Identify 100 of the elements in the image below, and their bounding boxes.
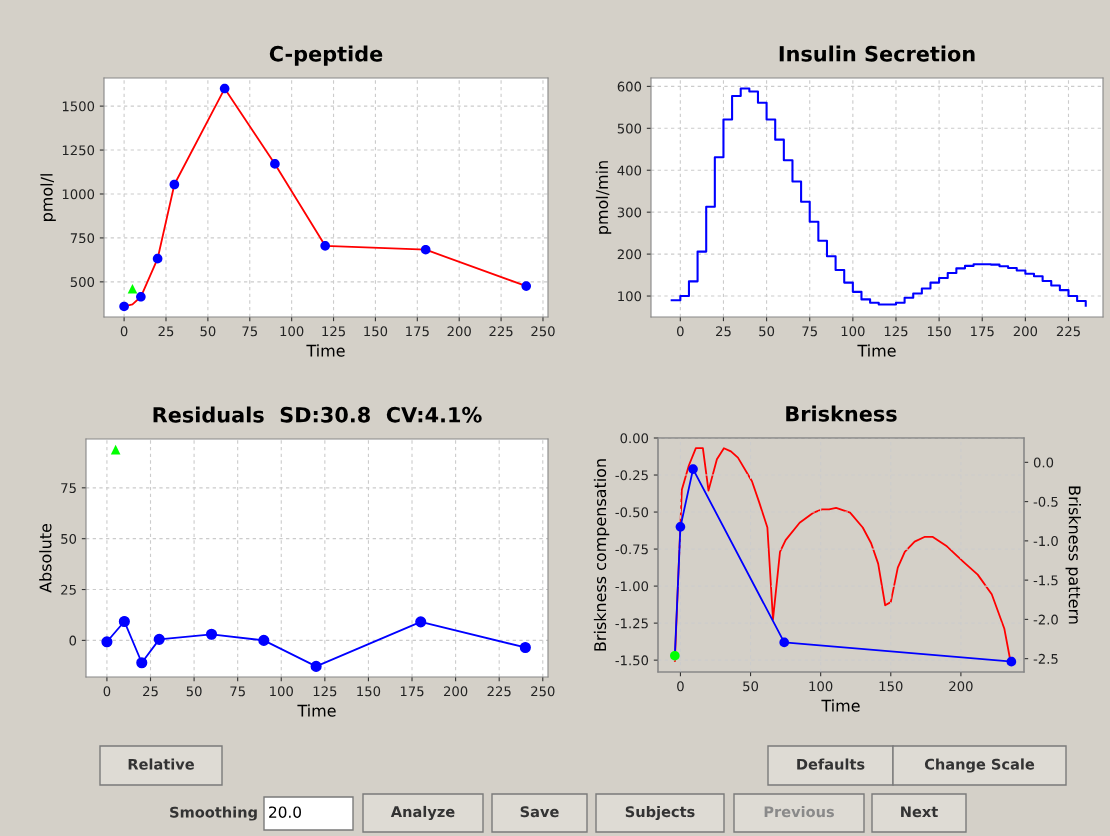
y-tick-label: -0.50 — [615, 507, 649, 518]
point — [521, 281, 532, 291]
y-tick-label: 750 — [70, 233, 95, 244]
point — [205, 628, 218, 640]
point — [127, 283, 138, 294]
y-tick-label: -1.25 — [615, 618, 648, 629]
x-tick-label: 225 — [489, 326, 513, 337]
x-tick-label: 100 — [809, 681, 833, 692]
x-tick-label: 250 — [531, 686, 555, 697]
point — [1006, 656, 1017, 667]
x-axis-title: Time — [306, 344, 345, 357]
point — [152, 253, 163, 264]
x-tick-label: 50 — [743, 681, 759, 692]
point — [688, 464, 698, 474]
x-tick-label: 150 — [927, 326, 951, 337]
x-tick-label: 0 — [120, 326, 128, 337]
x-tick-label: 0 — [103, 686, 111, 697]
x-tick-label: 75 — [242, 326, 258, 337]
point — [136, 291, 146, 302]
y-tick-label: 25 — [61, 584, 76, 595]
point — [118, 615, 130, 628]
x-tick-label: 75 — [230, 686, 245, 697]
y-tick-label: 50 — [61, 533, 77, 544]
x-tick-label: 200 — [949, 681, 973, 692]
x-tick-label: 0 — [677, 681, 684, 692]
x-axis-title: Time — [857, 344, 896, 357]
x-tick-label: 200 — [1013, 326, 1038, 337]
point — [519, 641, 531, 654]
y-tick-label: 500 — [617, 123, 642, 134]
y2-tick-label: -1.5 — [1033, 575, 1058, 586]
point — [310, 660, 322, 672]
point — [415, 616, 427, 628]
x-tick-label: 250 — [531, 326, 555, 337]
text: Next — [901, 806, 938, 818]
point — [779, 637, 790, 648]
y-tick-label: 200 — [617, 249, 642, 260]
point — [136, 657, 148, 669]
text: Smoothing — [170, 806, 257, 821]
text: 20.0 — [269, 806, 301, 818]
text: Relative — [128, 758, 194, 770]
x-tick-label: 100 — [841, 326, 865, 337]
y-tick-label: 300 — [617, 207, 642, 218]
x-tick-label: 175 — [400, 686, 424, 697]
y-axis-title: pmol/l — [40, 174, 56, 221]
y-tick-label: -0.25 — [615, 470, 648, 481]
point — [153, 633, 165, 645]
y-tick-label: 75 — [61, 483, 76, 494]
x-tick-label: 200 — [447, 326, 471, 337]
x-tick-label: 100 — [270, 686, 293, 697]
y-tick-label: 100 — [618, 291, 642, 302]
y-tick-label: 0.00 — [620, 433, 649, 444]
y2-tick-label: -0.5 — [1033, 496, 1058, 507]
point — [258, 634, 270, 646]
x-tick-label: 50 — [200, 326, 216, 337]
y-tick-label: -1.00 — [615, 581, 649, 592]
x-tick-label: 225 — [1056, 326, 1080, 337]
x-tick-label: 100 — [280, 326, 304, 337]
y-tick-label: 400 — [617, 165, 642, 176]
x-tick-label: 150 — [357, 686, 381, 697]
y2-tick-label: 0.0 — [1033, 457, 1054, 468]
y-tick-label: 1500 — [62, 101, 95, 112]
point — [219, 83, 230, 94]
point — [101, 636, 113, 648]
x-tick-label: 175 — [971, 326, 994, 337]
x-tick-label: 150 — [879, 681, 903, 692]
y-tick-label: -0.75 — [615, 544, 648, 555]
x-tick-label: 225 — [487, 686, 511, 697]
y-tick-label: 600 — [617, 81, 642, 92]
x-tick-label: 125 — [884, 326, 908, 337]
x-axis-title: Time — [821, 699, 860, 712]
y2-axis-title: Briskness pattern — [1065, 486, 1081, 624]
chart-title: C-peptide — [269, 45, 383, 66]
text: Save — [520, 806, 559, 818]
x-axis-title: Time — [297, 704, 336, 717]
y-tick-label: 1000 — [62, 189, 95, 200]
point — [420, 244, 431, 255]
x-tick-label: 150 — [364, 326, 388, 337]
y2-tick-label: -2.5 — [1033, 653, 1058, 664]
chart-title: Residuals SD:30.8 CV:4.1% — [153, 406, 482, 423]
text: Subjects — [625, 805, 695, 821]
point — [675, 522, 686, 532]
y2-tick-label: -1.0 — [1033, 536, 1058, 547]
text: Analyze — [390, 805, 455, 821]
x-tick-label: 125 — [322, 326, 345, 337]
x-tick-label: 175 — [406, 326, 429, 337]
x-tick-label: 25 — [158, 326, 174, 337]
x-tick-label: 125 — [313, 686, 337, 697]
y-tick-label: 1250 — [62, 145, 95, 156]
y2-tick-label: -2.0 — [1033, 614, 1058, 625]
x-tick-label: 0 — [677, 326, 684, 337]
x-tick-label: 25 — [716, 326, 731, 337]
chart-title: Briskness — [786, 405, 897, 422]
point — [320, 241, 330, 251]
y-tick-label: -1.50 — [615, 655, 649, 666]
x-tick-label: 25 — [143, 686, 158, 697]
point — [169, 179, 180, 190]
text: Change Scale — [924, 758, 1035, 773]
x-tick-label: 50 — [759, 326, 775, 337]
x-tick-label: 200 — [443, 686, 468, 697]
y-axis-title: Briskness compensation — [593, 459, 610, 651]
